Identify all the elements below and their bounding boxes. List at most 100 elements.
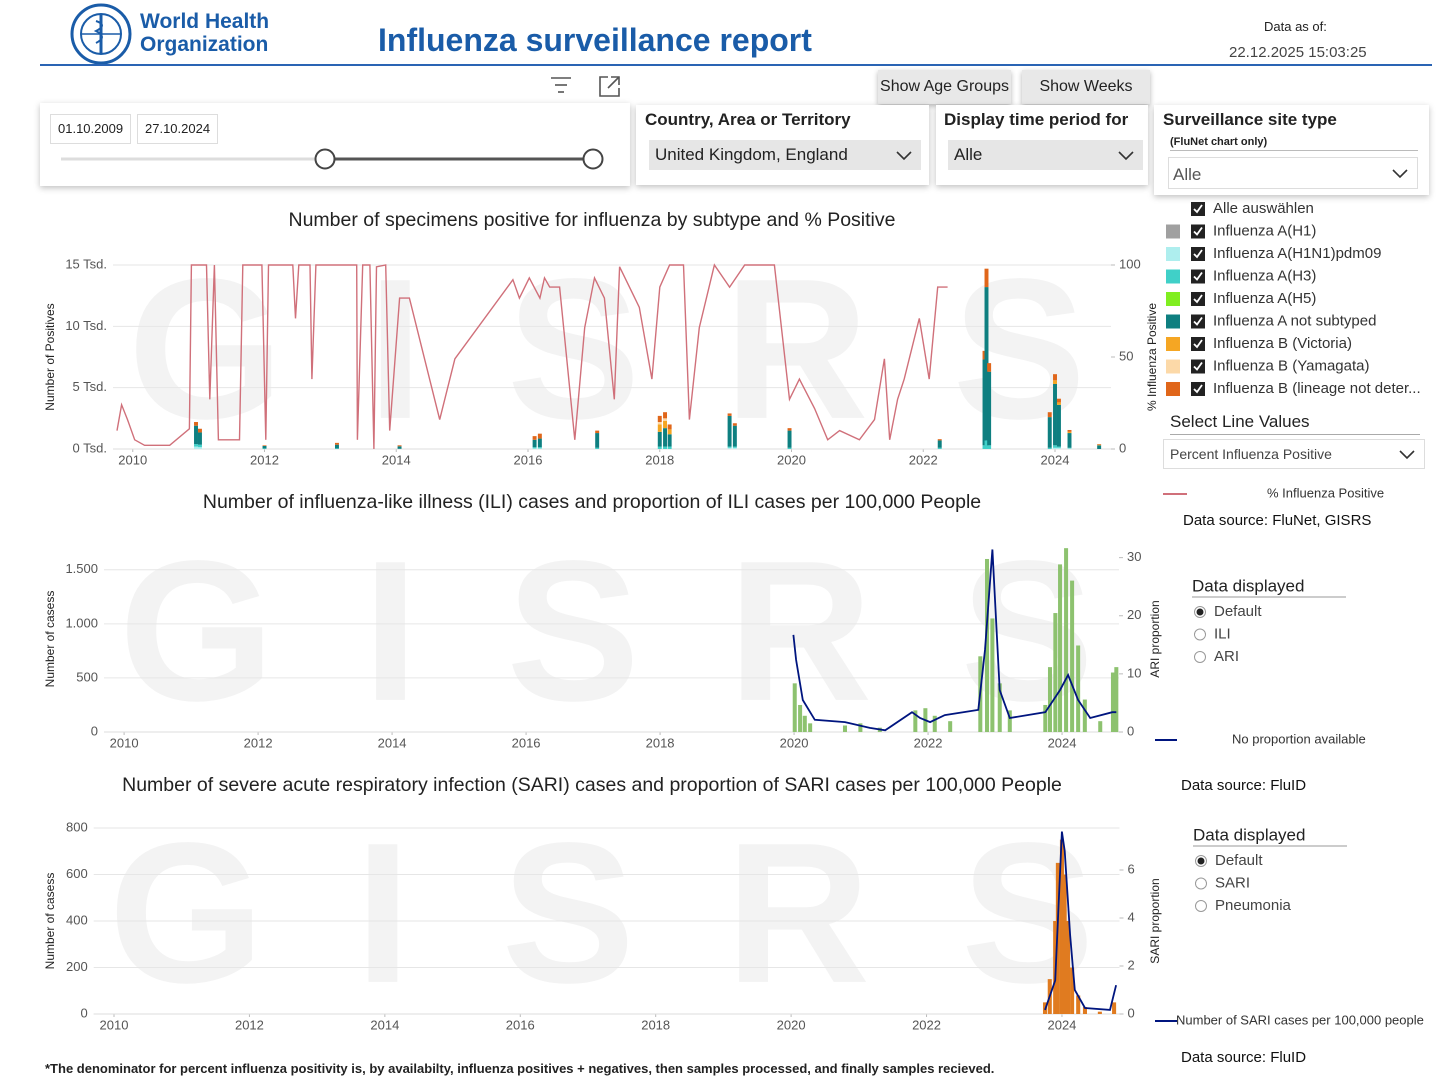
legend-label: Number of SARI cases per 100,000 people bbox=[1176, 1012, 1424, 1027]
x-tick-label: 2010 bbox=[100, 1017, 129, 1032]
y-tick-label: 0 Tsd. bbox=[73, 440, 107, 455]
filter-icon[interactable] bbox=[551, 77, 571, 93]
bar-segment bbox=[732, 447, 737, 449]
legend-swatch bbox=[1166, 314, 1180, 329]
logo-line: World Health bbox=[140, 10, 270, 33]
bar-segment bbox=[537, 438, 542, 448]
dropdown-value: Alle bbox=[1173, 165, 1202, 184]
report-title: Influenza surveillance report bbox=[378, 22, 812, 58]
bar-segment bbox=[1059, 839, 1064, 1014]
bar-segment bbox=[732, 423, 737, 426]
bar-segment bbox=[667, 434, 672, 447]
bar-segment bbox=[808, 723, 813, 732]
bar-segment bbox=[913, 710, 918, 732]
bar-segment bbox=[1098, 721, 1103, 732]
bar-segment bbox=[987, 445, 992, 449]
bar-segment bbox=[537, 433, 542, 439]
bar-segment bbox=[1062, 874, 1067, 1014]
data-source: Data source: FluID bbox=[1181, 777, 1306, 794]
bar-segment bbox=[1114, 667, 1119, 732]
bar-segment bbox=[732, 425, 737, 447]
dropdown-value: Alle bbox=[954, 145, 983, 164]
bar-segment bbox=[197, 428, 202, 433]
radio[interactable] bbox=[1194, 651, 1206, 663]
legend-label: Influenza A not subtyped bbox=[1213, 312, 1376, 329]
filter-label: Country, Area or Territory bbox=[645, 110, 851, 129]
legend-swatch bbox=[1166, 382, 1180, 396]
bar-segment bbox=[1066, 921, 1071, 1014]
bar-segment bbox=[194, 444, 198, 447]
y-tick-label: 1.500 bbox=[65, 561, 98, 576]
bar-segment bbox=[982, 445, 987, 449]
bar-segment bbox=[1067, 433, 1072, 448]
checkbox bbox=[1191, 314, 1205, 329]
bar-segment bbox=[197, 432, 202, 445]
bar-segment bbox=[1058, 564, 1063, 732]
start-date[interactable]: 01.10.2009 bbox=[50, 114, 132, 144]
x-tick-label: 2016 bbox=[514, 452, 543, 467]
bar-segment bbox=[663, 418, 668, 421]
y2-tick-label: 100 bbox=[1119, 256, 1141, 271]
legend-label: Alle auswählen bbox=[1213, 200, 1314, 217]
bar-segment bbox=[997, 683, 1002, 732]
bar-segment bbox=[937, 440, 942, 448]
x-tick-label: 2010 bbox=[118, 452, 147, 467]
radio[interactable] bbox=[1195, 900, 1207, 912]
chevron bbox=[1392, 169, 1408, 179]
radio[interactable] bbox=[1194, 628, 1206, 641]
dropdown[interactable]: Alle bbox=[1168, 157, 1418, 189]
bar-segment bbox=[1076, 995, 1081, 1014]
x-tick-label: 2022 bbox=[909, 452, 938, 467]
legend-swatch bbox=[1166, 224, 1180, 239]
chart-title: Number of specimens positive for influen… bbox=[289, 209, 896, 231]
bar-segment bbox=[787, 430, 792, 448]
radio-group-label: Data displayed bbox=[1193, 825, 1305, 844]
bar-segment bbox=[537, 447, 542, 449]
legend-swatch bbox=[1166, 269, 1180, 284]
bar-segment bbox=[982, 359, 987, 446]
legend-swatch bbox=[1166, 337, 1180, 351]
y2-tick-label: 0 bbox=[1119, 440, 1126, 455]
who-logo bbox=[70, 3, 132, 65]
button[interactable]: Show Weeks bbox=[1022, 70, 1150, 104]
bar-segment bbox=[1053, 374, 1057, 381]
radio[interactable] bbox=[1195, 877, 1207, 890]
chevron bbox=[1118, 151, 1134, 161]
y2-tick-label: 10 bbox=[1127, 665, 1141, 680]
focus-icon[interactable] bbox=[599, 76, 620, 97]
bar-segment bbox=[667, 424, 672, 430]
line bbox=[1044, 831, 1117, 1011]
dropdown[interactable]: Percent Influenza Positive bbox=[1163, 439, 1425, 469]
line bbox=[116, 263, 948, 450]
logo-line: Organization bbox=[140, 33, 269, 56]
bar-segment bbox=[262, 448, 267, 449]
y2-tick-label: 6 bbox=[1128, 861, 1135, 876]
checkbox bbox=[1191, 202, 1205, 216]
x-tick-label: 2014 bbox=[378, 735, 407, 750]
data-source: Data source: FluNet, GISRS bbox=[1183, 512, 1371, 529]
x-tick-label: 2016 bbox=[512, 735, 541, 750]
watermark: GISRS bbox=[119, 520, 1094, 743]
filter-label: Display time period for bbox=[944, 110, 1129, 129]
slider-knob[interactable] bbox=[314, 148, 336, 170]
bar-segment bbox=[1047, 412, 1052, 418]
dropdown[interactable]: United Kingdom, England bbox=[649, 140, 921, 170]
bar-segment bbox=[982, 350, 987, 360]
bar-segment bbox=[532, 436, 537, 440]
bar-segment bbox=[1043, 704, 1048, 732]
bar-segment bbox=[1056, 446, 1061, 448]
bar-segment bbox=[663, 412, 668, 419]
button[interactable]: Show Age Groups bbox=[878, 70, 1011, 104]
bar-segment bbox=[1007, 710, 1012, 732]
end-date[interactable]: 27.10.2024 bbox=[137, 114, 219, 144]
y-tick-label: 0 bbox=[91, 723, 98, 738]
legend-label: % Influenza Positive bbox=[1267, 485, 1384, 500]
dropdown[interactable]: Alle bbox=[948, 140, 1143, 170]
watermark: GISRS bbox=[128, 238, 1086, 461]
y2-tick-label: 0 bbox=[1128, 1005, 1135, 1020]
y2-axis-label: SARI proportion bbox=[1148, 878, 1162, 963]
slider-knob[interactable] bbox=[582, 148, 604, 170]
checkmark bbox=[1193, 204, 1203, 214]
bar-segment bbox=[948, 721, 953, 732]
